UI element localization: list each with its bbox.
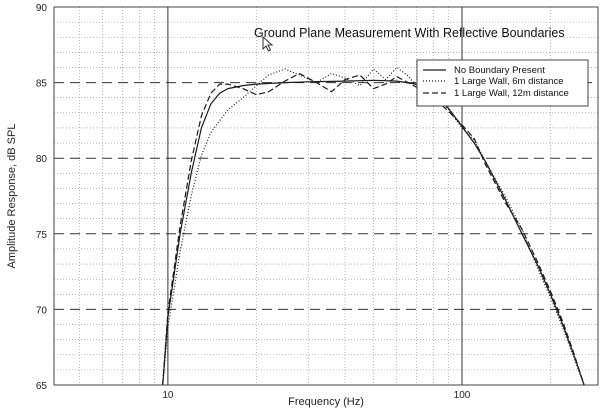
chart-title: Ground Plane Measurement With Reflective…	[254, 26, 565, 40]
x-tick-label: 10	[162, 390, 174, 401]
y-tick-label: 80	[36, 154, 48, 165]
plot-frame	[53, 6, 599, 386]
series-wall-6m	[162, 66, 585, 386]
legend-label-wall-6m: 1 Large Wall, 6m distance	[454, 76, 563, 87]
y-tick-label: 75	[36, 230, 48, 241]
y-tick-label: 70	[36, 305, 48, 316]
legend-box	[416, 59, 589, 107]
x-axis-label: Frequency (Hz)	[288, 396, 364, 408]
x-tick-label: 100	[454, 390, 471, 401]
legend: No Boundary Present 1 Large Wall, 6m dis…	[416, 59, 589, 107]
y-tick-label: 65	[36, 381, 48, 392]
y-axis-ticks: 65 70 75 80 85 90	[36, 3, 48, 392]
y-axis-label: Amplitude Response, dB SPL	[6, 124, 18, 269]
mouse-cursor-icon	[262, 36, 274, 52]
series-layer	[162, 66, 585, 386]
x-axis-ticks: 10 100	[162, 390, 470, 401]
y-tick-label: 85	[36, 79, 48, 90]
legend-label-no-boundary: No Boundary Present	[454, 65, 545, 76]
series-wall-12m	[162, 72, 585, 386]
y-tick-label: 90	[36, 3, 48, 14]
legend-label-wall-12m: 1 Large Wall, 12m distance	[454, 88, 569, 99]
